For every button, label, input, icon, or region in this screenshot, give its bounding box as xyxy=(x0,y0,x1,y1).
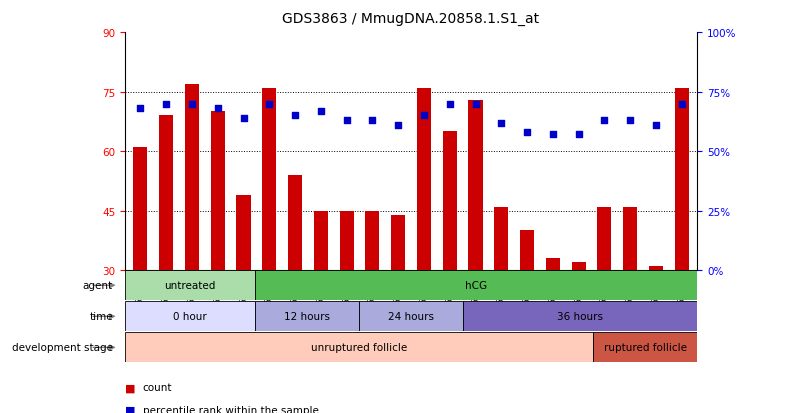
Point xyxy=(237,115,250,122)
Point xyxy=(495,120,508,127)
Bar xyxy=(339,211,354,389)
Bar xyxy=(255,271,697,301)
Point xyxy=(650,122,663,129)
Bar xyxy=(255,301,359,332)
Text: ■: ■ xyxy=(125,405,135,413)
Text: 0 hour: 0 hour xyxy=(173,311,207,322)
Bar xyxy=(365,211,380,389)
Bar xyxy=(125,271,255,301)
Bar xyxy=(288,176,302,389)
Text: 24 hours: 24 hours xyxy=(388,311,434,322)
Bar xyxy=(463,301,697,332)
Bar xyxy=(133,148,147,389)
Point xyxy=(675,101,688,108)
Point xyxy=(572,132,585,138)
Text: count: count xyxy=(143,382,172,392)
Text: agent: agent xyxy=(83,280,113,291)
Point xyxy=(392,122,405,129)
Bar xyxy=(185,85,199,389)
Text: time: time xyxy=(89,311,113,322)
Text: GDS3863 / MmugDNA.20858.1.S1_at: GDS3863 / MmugDNA.20858.1.S1_at xyxy=(282,12,540,26)
Point xyxy=(443,101,456,108)
Bar xyxy=(571,263,586,389)
Text: 36 hours: 36 hours xyxy=(557,311,603,322)
Bar xyxy=(623,207,638,389)
Bar xyxy=(649,266,663,389)
Bar xyxy=(391,215,405,389)
Point xyxy=(340,118,353,124)
Point xyxy=(314,108,327,115)
Bar xyxy=(593,332,697,363)
Point xyxy=(366,118,379,124)
Bar xyxy=(236,195,251,389)
Bar xyxy=(359,301,463,332)
Point xyxy=(289,113,301,119)
Bar xyxy=(210,112,225,389)
Point xyxy=(134,106,147,112)
Text: ■: ■ xyxy=(125,382,135,392)
Point xyxy=(263,101,276,108)
Bar xyxy=(314,211,328,389)
Bar xyxy=(494,207,509,389)
Bar xyxy=(417,88,431,389)
Point xyxy=(469,101,482,108)
Bar xyxy=(125,301,255,332)
Text: development stage: development stage xyxy=(12,342,113,353)
Text: percentile rank within the sample: percentile rank within the sample xyxy=(143,405,318,413)
Bar xyxy=(125,332,593,363)
Text: untreated: untreated xyxy=(164,280,216,291)
Bar xyxy=(520,231,534,389)
Point xyxy=(521,129,534,136)
Point xyxy=(546,132,559,138)
Point xyxy=(418,113,430,119)
Point xyxy=(211,106,224,112)
Text: unruptured follicle: unruptured follicle xyxy=(311,342,407,353)
Point xyxy=(160,101,172,108)
Bar xyxy=(262,88,276,389)
Bar xyxy=(159,116,173,389)
Bar xyxy=(675,88,689,389)
Point xyxy=(598,118,611,124)
Bar xyxy=(546,259,560,389)
Text: 12 hours: 12 hours xyxy=(284,311,330,322)
Text: ruptured follicle: ruptured follicle xyxy=(604,342,687,353)
Bar xyxy=(468,100,483,389)
Point xyxy=(624,118,637,124)
Text: hCG: hCG xyxy=(465,280,487,291)
Bar xyxy=(442,132,457,389)
Bar xyxy=(597,207,612,389)
Point xyxy=(185,101,198,108)
